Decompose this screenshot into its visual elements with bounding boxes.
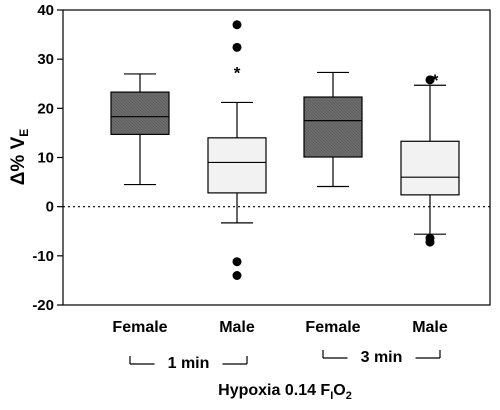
category-label: Female — [112, 319, 167, 336]
category-label: Male — [412, 319, 448, 336]
category-label: Female — [305, 319, 360, 336]
y-axis-label: Δ% VE — [8, 129, 31, 186]
y-tick-label: 20 — [37, 100, 54, 117]
y-tick-label: 30 — [37, 51, 54, 68]
category-label: Male — [219, 319, 255, 336]
box-female-2 — [303, 71, 363, 188]
axes-group — [57, 9, 491, 306]
box-male-1 — [207, 20, 267, 280]
box-iqr — [110, 91, 170, 135]
outlier-point — [232, 257, 242, 267]
box-female-0 — [110, 73, 170, 186]
labels-group: -20 -10 0 10 20 30 40 Female * Male Female * Male 1 m… — [8, 2, 448, 402]
significance-marker: * — [432, 71, 439, 90]
outlier-point — [232, 42, 242, 52]
outlier-point — [232, 271, 242, 280]
y-tick-label: -10 — [32, 248, 54, 265]
outlier-point — [425, 75, 435, 85]
outlier-point — [232, 20, 242, 30]
group-label: 3 min — [361, 349, 403, 366]
outlier-point — [425, 237, 435, 247]
boxes-group — [110, 20, 460, 280]
x-axis-label: Hypoxia 0.14 FIO2 — [218, 382, 352, 402]
group-label: 1 min — [168, 355, 210, 372]
group-bracket-0: 1 min — [129, 355, 248, 372]
box-iqr — [400, 140, 460, 196]
y-tick-label: 0 — [46, 199, 54, 216]
y-tick-label: 40 — [37, 2, 54, 19]
y-tick-label: -20 — [32, 297, 54, 314]
box-iqr — [303, 96, 363, 158]
significance-marker: * — [234, 64, 241, 83]
group-bracket-1: 3 min — [322, 349, 441, 366]
box-male-3 — [400, 75, 460, 247]
box-iqr — [207, 137, 267, 194]
y-tick-label: 10 — [37, 150, 54, 167]
